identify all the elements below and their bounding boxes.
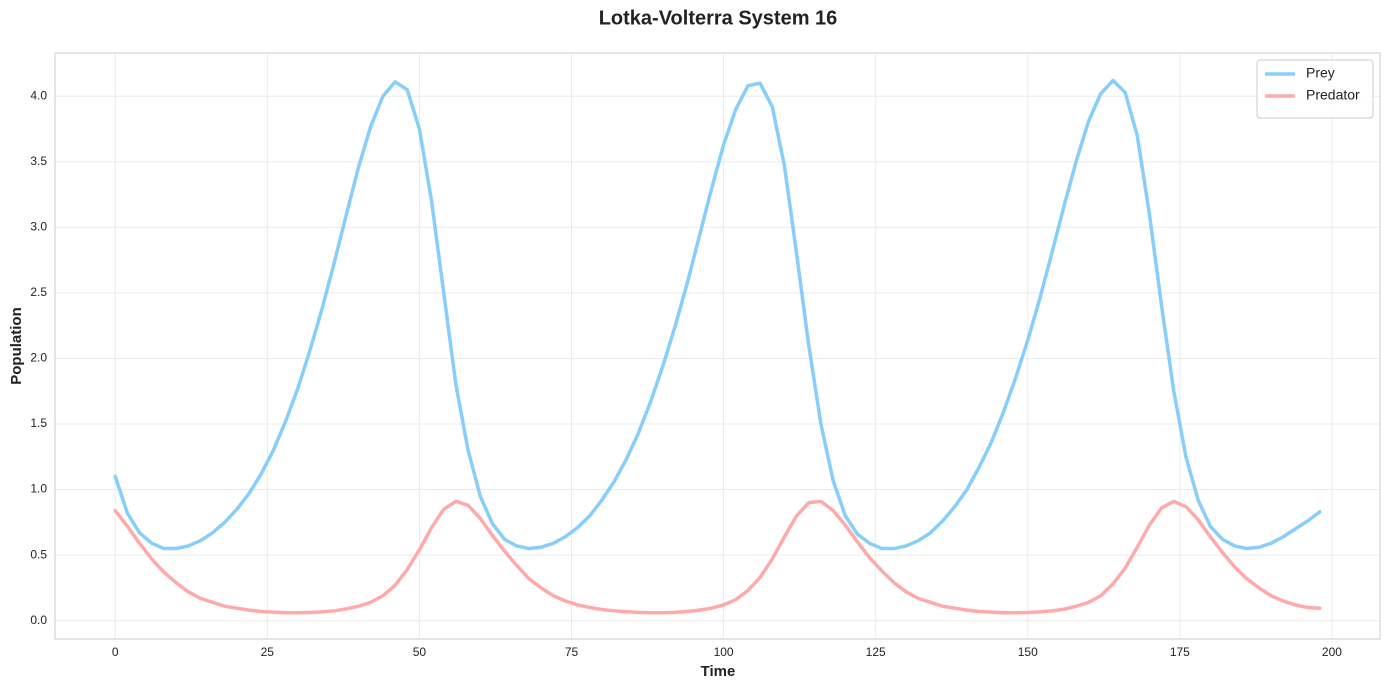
y-tick-label: 3.5 — [30, 154, 47, 168]
y-tick-label: 2.5 — [30, 285, 47, 299]
x-axis-label: Time — [701, 663, 736, 680]
legend-label: Predator — [1306, 87, 1360, 103]
x-tick-label: 100 — [714, 645, 734, 659]
legend-label: Prey — [1306, 65, 1335, 81]
x-tick-label: 200 — [1322, 645, 1342, 659]
x-tick-label: 175 — [1170, 645, 1190, 659]
y-tick-label: 4.0 — [30, 88, 47, 102]
x-tick-label: 75 — [565, 645, 579, 659]
x-tick-label: 150 — [1018, 645, 1038, 659]
legend: Prey Predator — [1256, 59, 1374, 119]
y-tick-label: 0.0 — [30, 613, 47, 627]
y-tick-label: 0.5 — [30, 547, 47, 561]
y-tick-label: 3.0 — [30, 220, 47, 234]
x-tick-label: 25 — [261, 645, 275, 659]
x-tick-label: 0 — [112, 645, 119, 659]
x-tick-label: 125 — [866, 645, 886, 659]
series-line — [113, 78, 1322, 551]
y-axis-label: Population — [8, 307, 25, 385]
series-line — [113, 499, 1322, 615]
chart-title: Lotka-Volterra System 16 — [599, 7, 838, 29]
y-tick-label: 1.0 — [30, 482, 47, 496]
y-tick-label: 1.5 — [30, 416, 47, 430]
x-tick-label: 50 — [413, 645, 427, 659]
y-tick-label: 2.0 — [30, 351, 47, 365]
plot-frame — [54, 52, 1381, 640]
